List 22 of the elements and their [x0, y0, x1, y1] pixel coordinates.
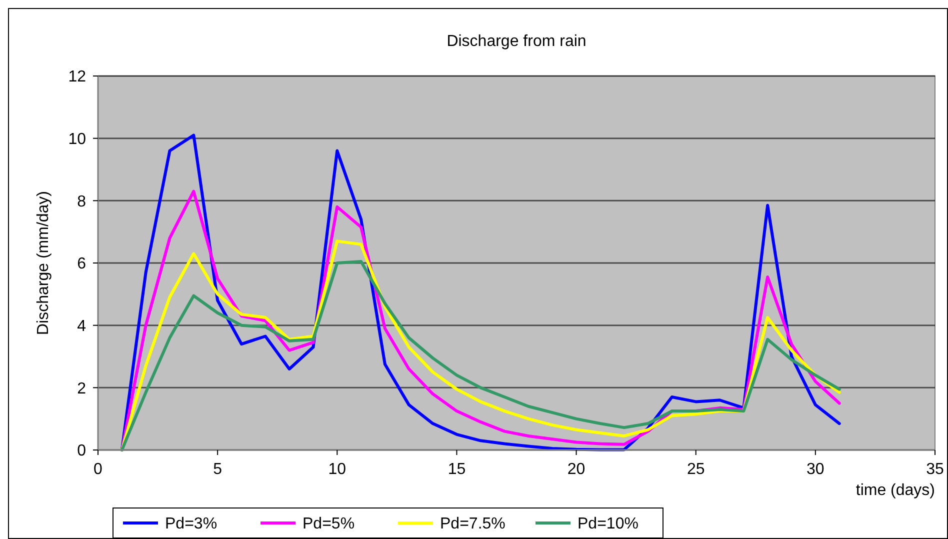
legend-label: Pd=3% — [165, 516, 218, 533]
x-tick-label: 20 — [567, 461, 586, 478]
x-tick-label: 35 — [926, 461, 944, 478]
legend-label: Pd=5% — [302, 516, 355, 533]
y-tick-label: 0 — [77, 442, 86, 460]
y-tick-label: 12 — [68, 68, 86, 86]
y-tick-label: 8 — [77, 193, 86, 210]
chart-title: Discharge from rain — [446, 33, 586, 50]
x-tick-label: 30 — [806, 461, 824, 478]
x-tick-label: 0 — [94, 461, 103, 478]
x-tick-label: 10 — [328, 461, 346, 478]
legend-label: Pd=10% — [578, 516, 638, 533]
legend-label: Pd=7.5% — [440, 516, 506, 533]
x-tick-label: 25 — [686, 461, 705, 478]
x-tick-label: 15 — [448, 461, 466, 478]
y-tick-label: 6 — [77, 256, 86, 273]
y-axis-title: Discharge (mm/day) — [35, 190, 52, 336]
y-tick-label: 10 — [68, 130, 86, 148]
y-tick-label: 4 — [77, 318, 86, 335]
y-tick-label: 2 — [77, 380, 86, 398]
x-tick-label: 5 — [213, 461, 222, 478]
x-axis-title: time (days) — [856, 482, 935, 499]
